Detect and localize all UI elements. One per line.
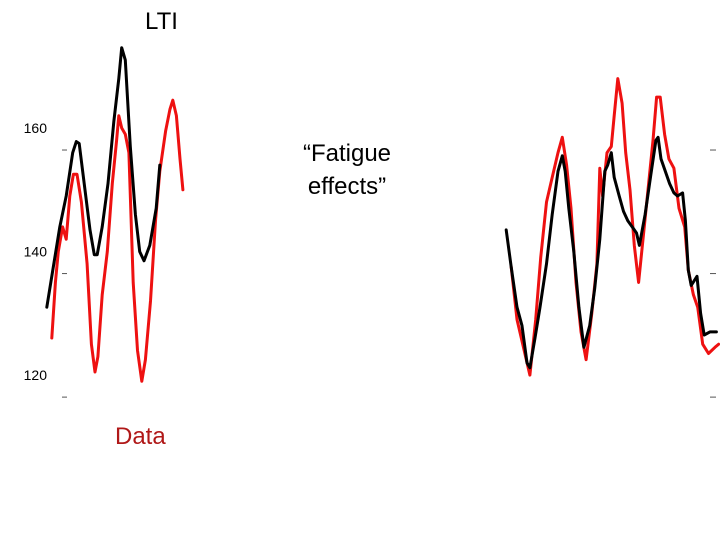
y-tick-label-120: 120 <box>24 367 48 383</box>
data-label: Data <box>115 423 166 450</box>
lti-label: LTI <box>145 8 178 35</box>
fatigue-annotation-line-2: effects” <box>308 173 386 200</box>
data-series-line-2 <box>509 77 720 377</box>
lti-series-line-1 <box>45 46 162 309</box>
lti-series-line-2 <box>504 135 718 370</box>
y-tick-label-160: 160 <box>24 120 48 136</box>
y-axis-ticks <box>62 149 716 398</box>
data-series-line-1 <box>50 98 185 383</box>
fatigue-annotation-line-1: “Fatigue <box>303 140 391 167</box>
y-tick-label-140: 140 <box>24 244 48 260</box>
series-lines <box>45 46 720 383</box>
